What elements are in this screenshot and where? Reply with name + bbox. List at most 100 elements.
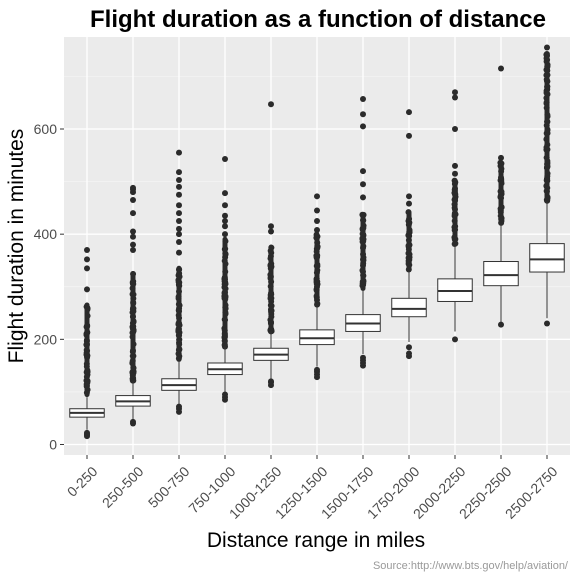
outlier-point	[314, 207, 320, 214]
outlier-point	[451, 191, 458, 198]
outlier-point	[451, 211, 458, 218]
outlier-point	[84, 246, 90, 253]
outlier-point	[451, 201, 458, 208]
outlier-point	[313, 269, 320, 276]
outlier-point	[175, 347, 182, 354]
outlier-point	[176, 341, 183, 348]
outlier-point	[359, 235, 366, 242]
outlier-point	[406, 200, 412, 207]
outlier-point	[267, 275, 274, 282]
outlier-point	[360, 123, 366, 130]
outlier-point	[498, 165, 505, 172]
outlier-point	[84, 306, 91, 313]
outlier-point	[130, 233, 136, 240]
outlier-point	[406, 132, 412, 139]
outlier-point	[268, 263, 275, 270]
outlier-point	[83, 381, 90, 388]
outlier-point	[406, 242, 413, 249]
outlier-point	[313, 253, 320, 260]
outlier-point	[451, 227, 458, 234]
outlier-point	[222, 304, 229, 311]
outlier-point	[406, 109, 412, 116]
outlier-point	[222, 218, 228, 225]
outlier-point	[221, 332, 228, 339]
outlier-point	[222, 268, 229, 275]
outlier-point	[176, 239, 182, 246]
outlier-point	[267, 306, 274, 313]
x-axis-title: Distance range in miles	[207, 529, 425, 552]
outlier-point	[176, 231, 182, 238]
outlier-point	[221, 342, 228, 349]
outlier-point	[313, 283, 320, 290]
outlier-point	[452, 179, 459, 186]
outlier-point	[543, 72, 550, 79]
outlier-point	[543, 177, 550, 184]
outlier-point	[222, 391, 228, 398]
outlier-point	[498, 154, 504, 161]
outlier-point	[452, 94, 458, 101]
outlier-point	[129, 357, 136, 364]
y-tick-label: 0	[49, 436, 57, 452]
outlier-point	[406, 229, 413, 236]
outlier-point	[130, 270, 137, 277]
box	[391, 297, 427, 318]
outlier-point	[130, 196, 136, 203]
outlier-point	[360, 111, 366, 118]
outlier-point	[360, 225, 367, 232]
outlier-point	[222, 202, 228, 209]
outlier-point	[83, 351, 90, 358]
box	[483, 261, 519, 287]
outlier-point	[360, 244, 367, 251]
outlier-point	[543, 182, 550, 189]
outlier-point	[360, 211, 367, 218]
outlier-point	[360, 254, 367, 261]
outlier-point	[222, 309, 229, 316]
outlier-point	[84, 429, 90, 436]
outlier-point	[268, 101, 274, 108]
outlier-point	[176, 332, 183, 339]
outlier-point	[360, 272, 367, 279]
outlier-point	[268, 223, 274, 230]
outlier-point	[222, 155, 228, 162]
outlier-point	[221, 257, 228, 264]
outlier-point	[543, 136, 550, 143]
outlier-point	[268, 378, 274, 385]
outlier-point	[84, 329, 91, 336]
outlier-point	[84, 323, 91, 330]
outlier-point	[498, 215, 505, 222]
outlier-point	[313, 279, 320, 286]
outlier-point	[452, 336, 458, 343]
box	[529, 243, 565, 273]
outlier-point	[130, 246, 136, 253]
outlier-point	[543, 89, 550, 96]
y-axis-title: Flight duration in minutes	[5, 129, 28, 364]
outlier-point	[267, 295, 274, 302]
outlier-point	[84, 265, 90, 272]
outlier-point	[176, 177, 182, 184]
outlier-point	[222, 223, 228, 230]
outlier-point	[405, 259, 412, 266]
outlier-point	[452, 89, 458, 96]
outlier-point	[543, 188, 550, 195]
outlier-point	[222, 212, 228, 219]
outlier-point	[222, 245, 229, 252]
outlier-point	[359, 278, 366, 285]
outlier-point	[498, 160, 505, 167]
outlier-point	[176, 336, 183, 343]
outlier-point	[359, 267, 366, 274]
outlier-point	[452, 126, 458, 133]
outlier-point	[544, 83, 551, 90]
outlier-point	[544, 111, 551, 118]
outlier-point	[360, 181, 366, 188]
outlier-point	[175, 293, 182, 300]
outlier-point	[176, 308, 183, 315]
outlier-point	[544, 157, 551, 164]
outlier-point	[451, 236, 458, 243]
chart-title: Flight duration as a function of distanc…	[90, 6, 546, 33]
outlier-point	[130, 295, 137, 302]
outlier-point	[83, 337, 90, 344]
outlier-point	[84, 368, 91, 375]
outlier-point	[544, 320, 550, 327]
outlier-point	[83, 363, 90, 370]
outlier-point	[83, 389, 90, 396]
